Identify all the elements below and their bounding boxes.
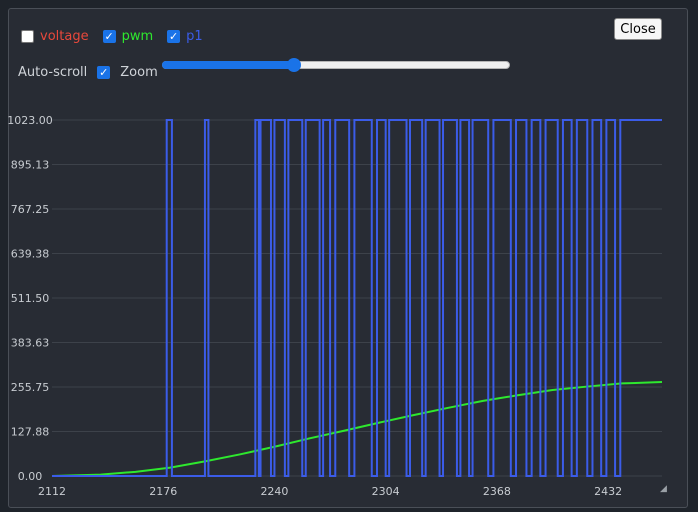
pwm-series-line	[51, 381, 663, 477]
x-tick-label: 2432	[594, 485, 622, 498]
zoom-slider-thumb[interactable]	[287, 58, 302, 72]
x-tick-label: 2112	[38, 485, 66, 498]
x-tick-label: 2304	[372, 485, 400, 498]
zoom-slider[interactable]	[162, 58, 510, 72]
pwm-label[interactable]: pwm	[121, 28, 154, 44]
y-tick-label: 511.50	[11, 292, 50, 305]
zoom-label: Zoom	[120, 64, 158, 80]
p1-label[interactable]: p1	[186, 28, 203, 44]
y-tick-label: 895.13	[11, 158, 50, 171]
y-tick-label: 767.25	[11, 203, 50, 216]
voltage-label[interactable]: voltage	[40, 28, 89, 44]
p1-checkbox[interactable]: ✓	[167, 29, 181, 43]
resize-handle-icon[interactable]: ◢	[660, 484, 667, 494]
x-tick-label: 2240	[260, 485, 288, 498]
view-controls: Auto-scroll ✓ Zoom	[18, 62, 158, 82]
zoom-slider-fill	[162, 61, 295, 69]
autoscroll-label[interactable]: Auto-scroll	[18, 64, 88, 80]
autoscroll-checkbox[interactable]: ✓	[97, 65, 111, 79]
x-tick-label: 2368	[483, 485, 511, 498]
y-tick-label: 0.00	[18, 470, 43, 483]
x-tick-label: 2176	[149, 485, 177, 498]
p1-series-line	[52, 119, 662, 477]
y-tick-label: 383.63	[11, 336, 50, 349]
pwm-checkbox[interactable]: ✓	[102, 29, 116, 43]
y-tick-label: 127.88	[11, 425, 50, 438]
series-toggle-bar: voltage ✓ pwm ✓ p1	[21, 26, 217, 46]
close-button[interactable]: Close	[614, 18, 662, 40]
voltage-checkbox[interactable]	[21, 29, 34, 43]
chart-panel	[8, 8, 688, 508]
y-tick-label: 1023.00	[7, 114, 53, 127]
y-tick-label: 255.75	[11, 381, 50, 394]
y-tick-label: 639.38	[11, 247, 50, 260]
